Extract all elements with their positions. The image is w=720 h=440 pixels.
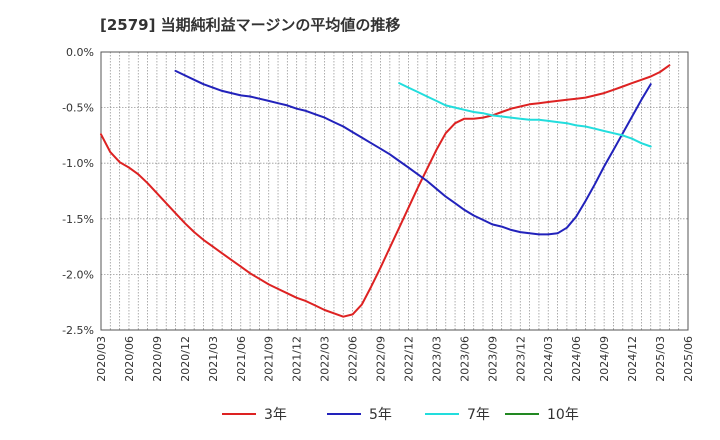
x-tick-label: 2024/09 bbox=[598, 336, 611, 382]
series-lines bbox=[100, 64, 671, 318]
x-tick-label: 2025/03 bbox=[654, 336, 667, 382]
x-tick-label: 2023/09 bbox=[486, 336, 499, 382]
x-tick-label: 2020/03 bbox=[95, 336, 108, 382]
x-tick-label: 2023/03 bbox=[430, 336, 443, 382]
legend-label: 3年 bbox=[264, 407, 287, 423]
x-tick-label: 2021/09 bbox=[263, 336, 276, 382]
x-tick-label: 2024/06 bbox=[570, 336, 583, 382]
legend-label: 10年 bbox=[547, 407, 579, 423]
x-tick-label: 2025/06 bbox=[682, 336, 695, 382]
grid bbox=[101, 52, 688, 330]
x-tick-label: 2020/12 bbox=[179, 336, 192, 382]
x-tick-label: 2024/12 bbox=[626, 336, 639, 382]
x-tick-label: 2024/03 bbox=[542, 336, 555, 382]
x-tick-label: 2022/09 bbox=[375, 336, 388, 382]
axes: 0.0% -0.5% -1.0% -1.5% -2.0% -2.5%2020/03 2020… bbox=[62, 46, 695, 382]
legend-label: 7年 bbox=[467, 407, 490, 423]
y-tick-label: -1.0% bbox=[62, 157, 94, 170]
x-tick-label: 2022/03 bbox=[319, 336, 332, 382]
legend: 3年 5年 7年 10年 bbox=[222, 407, 579, 423]
series-line-5年 bbox=[174, 69, 652, 236]
x-tick-label: 2021/06 bbox=[235, 336, 248, 382]
y-tick-label: -0.5% bbox=[62, 102, 94, 115]
series-line-7年 bbox=[398, 82, 652, 148]
x-tick-label: 2020/09 bbox=[151, 336, 164, 382]
y-tick-label: -2.0% bbox=[62, 268, 94, 281]
x-tick-label: 2023/12 bbox=[514, 336, 527, 382]
x-tick-label: 2021/12 bbox=[291, 336, 304, 382]
x-tick-label: 2023/06 bbox=[458, 336, 471, 382]
legend-label: 5年 bbox=[369, 407, 392, 423]
chart-title: [2579] 当期純利益マージンの平均値の推移 bbox=[100, 16, 401, 34]
y-tick-label: -1.5% bbox=[62, 213, 94, 226]
plot-frame bbox=[100, 51, 689, 331]
y-tick-label: -2.5% bbox=[62, 324, 94, 337]
x-tick-label: 2020/06 bbox=[123, 336, 136, 382]
x-tick-label: 2022/06 bbox=[347, 336, 360, 382]
x-tick-label: 2021/03 bbox=[207, 336, 220, 382]
series-line-3年 bbox=[100, 64, 671, 318]
x-tick-label: 2022/12 bbox=[402, 336, 415, 382]
y-tick-label: 0.0% bbox=[66, 46, 94, 59]
